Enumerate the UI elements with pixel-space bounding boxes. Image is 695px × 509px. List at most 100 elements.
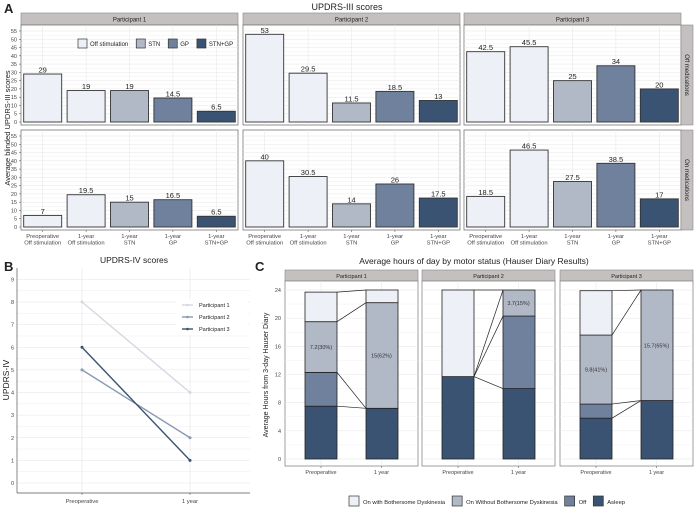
connector-line [611,400,642,419]
bar [332,203,371,228]
stacked-segment-on-without-bothersome-dyskinesia [502,289,536,317]
connector-line [473,315,504,377]
facet-strip-row-label: Off medications [683,54,689,96]
bar-data-label: 34 [612,57,620,66]
y-tick-label: 4 [11,391,14,397]
legend-key [348,495,360,507]
legend-bg [176,299,248,311]
x-tick-label: 1-year GP [608,234,625,247]
y-tick-label: 45 [11,151,17,157]
x-tick-label: 1 year [374,470,389,476]
y-tick-label: 40 [11,159,17,165]
connector-line [611,400,642,405]
bar [153,97,193,123]
panel-letter-a: A [4,1,14,16]
bar-data-label: 38.5 [609,155,624,164]
bar-data-label: 13 [434,92,442,101]
legend-key-point [186,327,189,331]
bar-data-label: 11.5 [344,94,358,103]
bar [110,90,149,123]
data-point [188,391,192,394]
x-tick-label-line: 1-year [387,234,404,240]
x-tick-label-line: 1-year [165,234,182,240]
bar-data-label: 40 [261,152,269,161]
legend-label: On Without Bothersome Dyskinesia [466,500,558,506]
y-tick-label: 7 [11,323,14,329]
stacked-segment-asleep [365,407,399,460]
panel-c-y-label: Average Hours from 3-day Hauser Diary [263,312,270,437]
data-point [80,345,84,349]
connector-line [473,376,504,389]
connector-line [611,289,642,336]
y-tick-label: 9 [11,277,14,283]
stacked-segment-asleep [304,405,338,460]
x-tick-label-line: 1-year [121,234,138,240]
y-tick-label: 8 [11,300,14,306]
legend-key [196,38,207,49]
bar [466,51,506,123]
x-tick-label: Preoperative [580,470,611,476]
panel-c-title: Average hours of day by motor status (Ha… [359,256,589,266]
x-tick-label: 1 year [182,499,198,505]
x-tick-label-line: GP [169,241,178,247]
x-tick-label: Preoperative Off stimulation [246,234,283,247]
x-tick-label: 1 year [649,470,664,476]
bar [375,183,415,228]
bar-data-label: 19.5 [79,186,94,195]
bar-data-label: 6.5 [211,208,221,217]
stacked-segment-asleep [502,388,536,460]
bar [23,73,63,123]
x-tick-label: 1-year Off stimulation [511,234,548,247]
x-tick-label: Preoperative [305,470,336,476]
bar [23,214,63,228]
x-tick-label: Preoperative [442,470,473,476]
y-tick-label: 16 [275,344,281,350]
bar [596,65,636,123]
bar-data-label: 19 [125,82,133,91]
bar [509,46,549,123]
y-tick-label: 5 [14,217,17,223]
legend-bg [176,323,248,335]
bar [639,88,679,123]
facet-strip-label: Participant 1 [113,18,147,24]
stacked-segment-off [579,403,613,419]
x-tick-label-line: Off stimulation [68,241,105,247]
bar-data-label: 18.5 [478,188,493,197]
y-tick-label: 5 [14,112,17,118]
legend-key-point [186,315,189,319]
bar-data-label: 18.5 [388,83,403,92]
y-tick-label: 1 [11,458,14,464]
facet-strip-row-label: On medications [683,159,689,201]
y-tick-label: 10 [11,208,17,214]
bar-data-label: 17 [655,190,663,199]
bar [153,199,193,228]
x-tick-label-line: STN [124,241,136,247]
legend-label: Participant 2 [199,315,230,321]
y-tick-label: 50 [11,37,17,43]
legend-label: GP [180,42,189,48]
y-tick-label: 30 [11,175,17,181]
bar-data-label: 17.5 [431,190,446,199]
x-tick-label-line: 1-year [300,234,317,240]
bar [639,198,679,228]
segment-annotation: 15.7(65%) [644,343,670,349]
legend-label: On with Bothersome Dyskinesia [363,500,446,506]
y-tick-label: 50 [11,142,17,148]
data-point [80,300,84,304]
bar [66,194,106,228]
bar-data-label: 29.5 [301,65,316,74]
bar [196,110,236,123]
bar [196,215,236,228]
bar [66,90,106,123]
bar-data-label: 20 [655,80,663,89]
bar [509,149,549,228]
bar [110,201,149,228]
x-tick-label: 1-year STN+GP [205,234,228,247]
stacked-segment-on-without-bothersome-dyskinesia [365,302,399,409]
x-tick-label: Preoperative [66,499,99,505]
legend-label: Participant 3 [199,327,230,333]
y-tick-label: 6 [11,345,14,351]
bar-data-label: 27.5 [565,173,580,182]
x-tick-label: Preoperative Off stimulation [24,234,61,247]
bar-data-label: 15 [125,194,133,203]
